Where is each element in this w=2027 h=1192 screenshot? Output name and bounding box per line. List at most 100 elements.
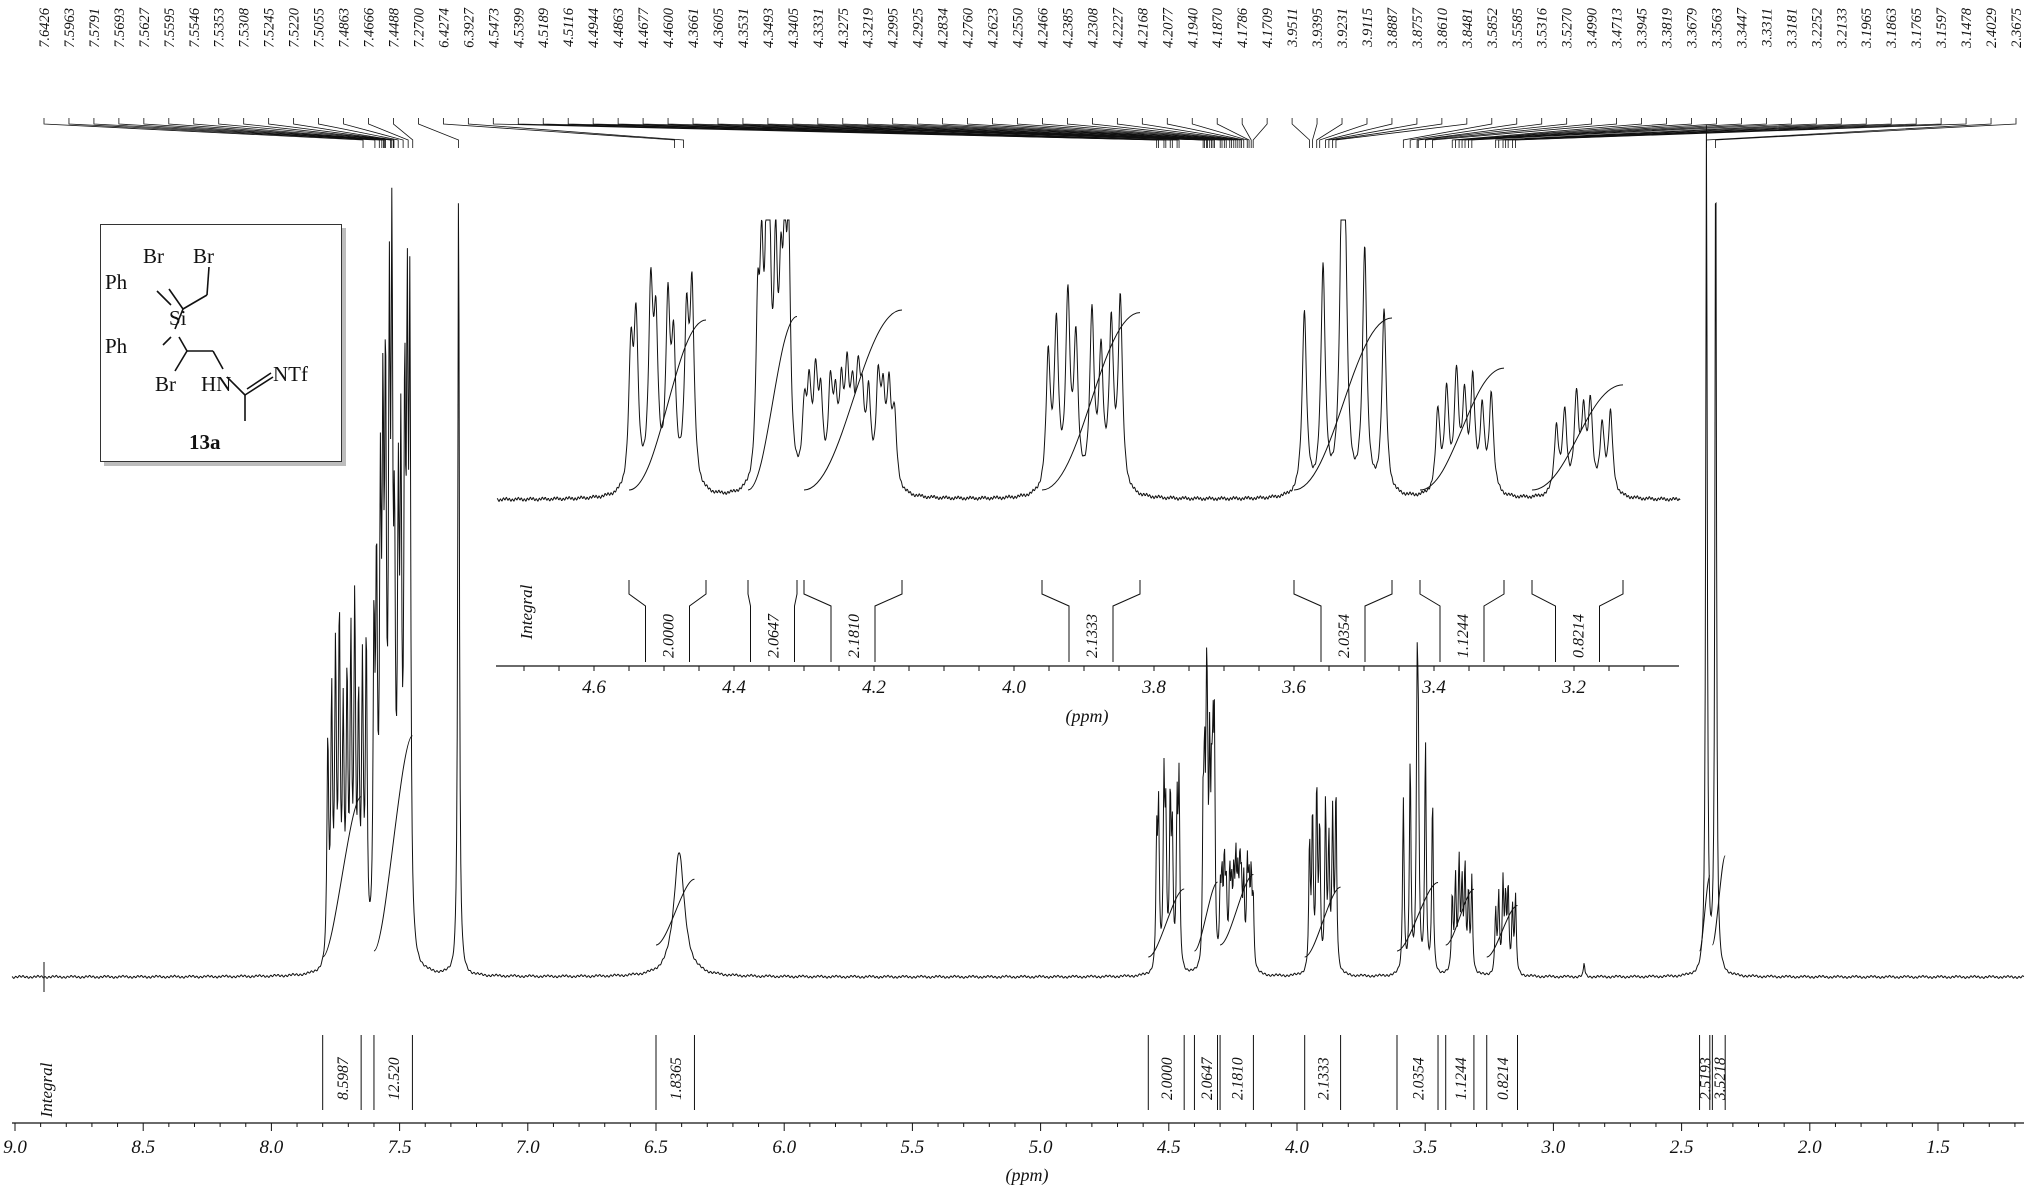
inset-integral-axis-label: Integral [517,584,536,640]
peak-label-leader [1416,118,1543,148]
peak-label: 4.1940 [1185,7,1201,48]
peak-label: 3.5270 [1560,7,1576,49]
peak-label: 3.1965 [1859,8,1875,49]
axis-tick-label: 6.5 [644,1137,668,1158]
bonds [156,266,274,421]
integral-value: 2.1333 [1316,1057,1333,1100]
peak-label: 3.1863 [1884,8,1900,49]
peak-label: 7.5963 [62,8,78,48]
spectrum-trace [11,125,2025,980]
peak-label-leader [218,118,391,148]
integral-axis-label: Integral [37,1062,56,1118]
peak-label-leader [418,118,459,148]
integral-value: 3.5218 [1712,1057,1729,1101]
inset-integral-bracket [1419,580,1505,662]
peak-label: 4.3331 [811,8,827,48]
axis-tick-label: 4.5 [1157,1137,1181,1158]
atom-br1: Br [143,244,164,268]
peak-label-leader [143,118,384,148]
peak-label-leader [243,118,393,148]
peak-label-leader [642,118,1178,148]
peak-label-leader [1017,118,1233,148]
peak-label: 7.4666 [362,7,378,48]
inset-integral-bracket [803,580,903,662]
atom-ph2: Ph [105,334,128,358]
inset-axis-tick-label: 3.8 [1141,677,1166,698]
peak-label-leader [917,118,1223,148]
peak-label: 3.9231 [1335,8,1351,49]
peak-label-leader [1252,118,1268,148]
peak-label-leader [742,118,1207,148]
bond [174,308,184,330]
inset-integral-curve [628,319,707,491]
integral-bracket [1147,1035,1185,1110]
integral-bracket [322,1035,362,1110]
peak-label-leader [1432,118,1618,148]
inset-integral-curve [1293,317,1393,491]
peak-label-leader [1502,118,1867,148]
axis-tick-label: 1.5 [1926,1137,1950,1158]
integral-value: 1.8365 [668,1057,685,1100]
peak-label-leader [1458,118,1692,148]
peak-label: 7.5546 [187,7,203,48]
peak-label: 4.3661 [686,8,702,48]
inset-integral-bracket [1293,580,1393,662]
peak-label-leader [1505,118,1892,148]
peak-label-leader [1468,118,1767,148]
bond [182,294,208,310]
integral-curve [1219,873,1254,946]
inset-axis-tick-label: 3.4 [1421,677,1446,698]
main-spectrum: Integral 8.5987 12.520 1.8365 2.0000 2.0647 2.… [11,125,2025,1118]
peak-label: 4.5473 [486,8,502,48]
integral-bracket [1445,1035,1475,1110]
integral-bracket [1711,1035,1726,1110]
peak-label: 4.2168 [1135,7,1151,48]
peak-label-leader [1451,118,1642,148]
axis-tick-label: 8.5 [131,1137,155,1158]
integral-value: 2.1810 [1230,1057,1247,1100]
peak-label-leader [1335,118,1468,148]
peak-label: 7.5791 [87,8,103,48]
peak-label: 4.4944 [586,8,602,48]
peak-label-leader [318,118,399,148]
axis-title: (ppm) [1006,1165,1049,1186]
peak-label: 4.1870 [1210,7,1226,48]
peak-label-leader [193,118,387,148]
peak-label-leader [617,118,1173,148]
inset-integral-bracket [747,580,798,662]
peak-label-leader [343,118,404,148]
peak-label: 6.3927 [461,7,477,48]
inset-integral-value: 0.8214 [1571,614,1588,658]
peak-label-leader [792,118,1211,148]
peak-label-leader [1409,118,1518,148]
peak-label-leader [43,118,364,148]
peak-label-leader [1498,118,1842,148]
compound-label: 13a [189,430,221,454]
inset-axis-tick-label: 4.0 [1002,677,1026,698]
peak-label: 3.9511 [1285,8,1301,48]
peak-label-leader [967,118,1227,148]
peak-label-leader [1325,118,1393,148]
integral-value: 0.8214 [1495,1057,1512,1100]
peak-label: 3.5585 [1510,8,1526,49]
peak-label-leader [1116,118,1241,148]
peak-label: 4.3275 [836,8,852,48]
peak-label: 2.4029 [1984,7,2000,48]
peak-label: 7.5595 [162,8,178,48]
integral-curve [655,878,695,946]
inset-integral-curve [1041,312,1141,491]
integral-curve [373,735,413,952]
peak-label-leader [942,118,1225,148]
peak-label: 4.2834 [936,8,952,48]
peak-label-leader [442,118,676,148]
peak-label: 4.2760 [961,7,977,48]
bond [206,266,210,296]
peak-label: 4.3405 [786,8,802,48]
peak-label-leader [1512,118,1942,148]
peak-label-leader [68,118,376,148]
peak-label: 2.3675 [2009,8,2025,48]
peak-label: 4.5399 [511,7,527,48]
inset-axis-tick-label: 4.2 [862,677,886,698]
integral-curve [1396,882,1439,952]
integral-bracket [1396,1035,1439,1110]
